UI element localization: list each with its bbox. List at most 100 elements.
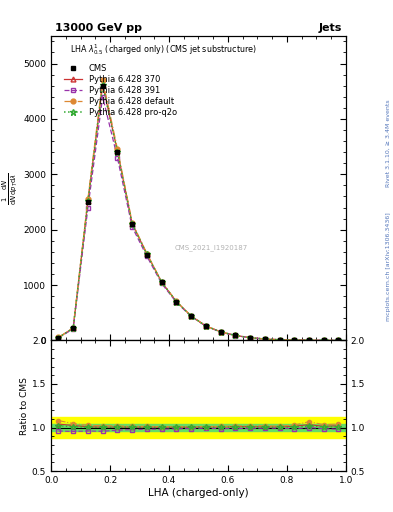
- Pythia 6.428 370: [100, 81, 105, 88]
- CMS: [130, 221, 134, 227]
- Text: LHA $\lambda^{1}_{0.5}$ (charged only) (CMS jet substructure): LHA $\lambda^{1}_{0.5}$ (charged only) (…: [70, 42, 257, 57]
- Pythia 6.428 pro-q2o: [145, 251, 149, 258]
- Pythia 6.428 default: [218, 329, 223, 335]
- Pythia 6.428 default: [71, 325, 75, 331]
- Pythia 6.428 pro-q2o: [307, 337, 311, 344]
- Pythia 6.428 pro-q2o: [204, 323, 208, 329]
- Pythia 6.428 default: [248, 334, 252, 340]
- Pythia 6.428 pro-q2o: [263, 336, 267, 342]
- CMS: [233, 332, 238, 338]
- Pythia 6.428 default: [115, 146, 120, 152]
- Pythia 6.428 default: [204, 323, 208, 329]
- Pythia 6.428 391: [145, 253, 149, 260]
- Pythia 6.428 370: [145, 251, 149, 257]
- Pythia 6.428 391: [321, 337, 326, 344]
- Line: Pythia 6.428 370: Pythia 6.428 370: [56, 82, 341, 343]
- Pythia 6.428 391: [56, 335, 61, 341]
- Pythia 6.428 391: [86, 204, 90, 210]
- CMS: [174, 298, 179, 305]
- Pythia 6.428 default: [321, 337, 326, 344]
- Pythia 6.428 pro-q2o: [56, 334, 61, 340]
- Pythia 6.428 391: [204, 323, 208, 329]
- CMS: [56, 335, 61, 341]
- Pythia 6.428 pro-q2o: [130, 221, 134, 227]
- CMS: [321, 337, 326, 344]
- Line: Pythia 6.428 pro-q2o: Pythia 6.428 pro-q2o: [55, 82, 342, 344]
- Pythia 6.428 370: [189, 313, 193, 319]
- Pythia 6.428 370: [233, 332, 238, 338]
- Pythia 6.428 370: [277, 337, 282, 343]
- Y-axis label: Ratio to CMS: Ratio to CMS: [20, 377, 29, 435]
- Pythia 6.428 pro-q2o: [292, 337, 297, 343]
- Pythia 6.428 391: [115, 155, 120, 161]
- Pythia 6.428 370: [292, 337, 297, 343]
- Pythia 6.428 391: [263, 336, 267, 342]
- Text: 13000 GeV pp: 13000 GeV pp: [55, 23, 142, 33]
- CMS: [145, 251, 149, 258]
- Line: Pythia 6.428 391: Pythia 6.428 391: [56, 94, 341, 343]
- Pythia 6.428 370: [218, 329, 223, 335]
- Pythia 6.428 370: [56, 334, 61, 340]
- Pythia 6.428 default: [277, 337, 282, 343]
- Text: CMS_2021_I1920187: CMS_2021_I1920187: [175, 244, 248, 251]
- CMS: [307, 337, 311, 344]
- Pythia 6.428 370: [174, 298, 179, 305]
- Pythia 6.428 370: [86, 198, 90, 204]
- Pythia 6.428 pro-q2o: [277, 337, 282, 343]
- Line: CMS: CMS: [56, 83, 341, 343]
- Pythia 6.428 default: [145, 250, 149, 257]
- Pythia 6.428 391: [71, 326, 75, 332]
- Pythia 6.428 391: [336, 337, 341, 344]
- Pythia 6.428 pro-q2o: [159, 279, 164, 285]
- Pythia 6.428 370: [204, 323, 208, 329]
- Pythia 6.428 370: [263, 336, 267, 342]
- CMS: [292, 337, 297, 343]
- Pythia 6.428 391: [233, 332, 238, 338]
- CMS: [336, 337, 341, 344]
- Pythia 6.428 391: [174, 299, 179, 305]
- Y-axis label: $\frac{1}{\mathrm{d}N}\frac{\mathrm{d}N}{\mathrm{d}p_T\mathrm{d}\lambda}$: $\frac{1}{\mathrm{d}N}\frac{\mathrm{d}N}…: [1, 172, 20, 205]
- CMS: [248, 335, 252, 341]
- Pythia 6.428 pro-q2o: [86, 198, 90, 204]
- Pythia 6.428 pro-q2o: [174, 298, 179, 305]
- Pythia 6.428 default: [174, 298, 179, 305]
- Text: Jets: Jets: [319, 23, 342, 33]
- CMS: [159, 279, 164, 285]
- Text: Rivet 3.1.10, ≥ 3.4M events: Rivet 3.1.10, ≥ 3.4M events: [386, 99, 391, 187]
- Pythia 6.428 391: [307, 337, 311, 344]
- Pythia 6.428 370: [248, 335, 252, 341]
- Pythia 6.428 391: [248, 335, 252, 341]
- CMS: [218, 329, 223, 335]
- CMS: [100, 82, 105, 89]
- CMS: [204, 323, 208, 329]
- CMS: [263, 336, 267, 342]
- Pythia 6.428 391: [189, 313, 193, 319]
- Pythia 6.428 pro-q2o: [115, 148, 120, 155]
- Pythia 6.428 391: [159, 281, 164, 287]
- Pythia 6.428 370: [336, 337, 341, 344]
- Pythia 6.428 391: [100, 94, 105, 100]
- Pythia 6.428 370: [307, 337, 311, 344]
- Pythia 6.428 pro-q2o: [218, 329, 223, 335]
- Pythia 6.428 370: [130, 221, 134, 227]
- Pythia 6.428 pro-q2o: [71, 325, 75, 331]
- Legend: CMS, Pythia 6.428 370, Pythia 6.428 391, Pythia 6.428 default, Pythia 6.428 pro-: CMS, Pythia 6.428 370, Pythia 6.428 391,…: [61, 61, 179, 120]
- CMS: [189, 313, 193, 319]
- Pythia 6.428 default: [263, 336, 267, 342]
- Pythia 6.428 default: [86, 196, 90, 202]
- Pythia 6.428 default: [292, 337, 297, 343]
- CMS: [115, 149, 120, 155]
- Pythia 6.428 default: [307, 337, 311, 344]
- Pythia 6.428 default: [189, 313, 193, 319]
- Text: mcplots.cern.ch [arXiv:1306.3436]: mcplots.cern.ch [arXiv:1306.3436]: [386, 212, 391, 321]
- Pythia 6.428 default: [56, 334, 61, 340]
- Pythia 6.428 pro-q2o: [233, 332, 238, 338]
- Line: Pythia 6.428 default: Pythia 6.428 default: [56, 78, 341, 343]
- Pythia 6.428 370: [115, 148, 120, 154]
- Pythia 6.428 370: [71, 325, 75, 331]
- X-axis label: LHA (charged-only): LHA (charged-only): [148, 487, 249, 498]
- Pythia 6.428 pro-q2o: [248, 335, 252, 341]
- Pythia 6.428 pro-q2o: [189, 313, 193, 319]
- Pythia 6.428 default: [336, 337, 341, 344]
- Pythia 6.428 391: [130, 224, 134, 230]
